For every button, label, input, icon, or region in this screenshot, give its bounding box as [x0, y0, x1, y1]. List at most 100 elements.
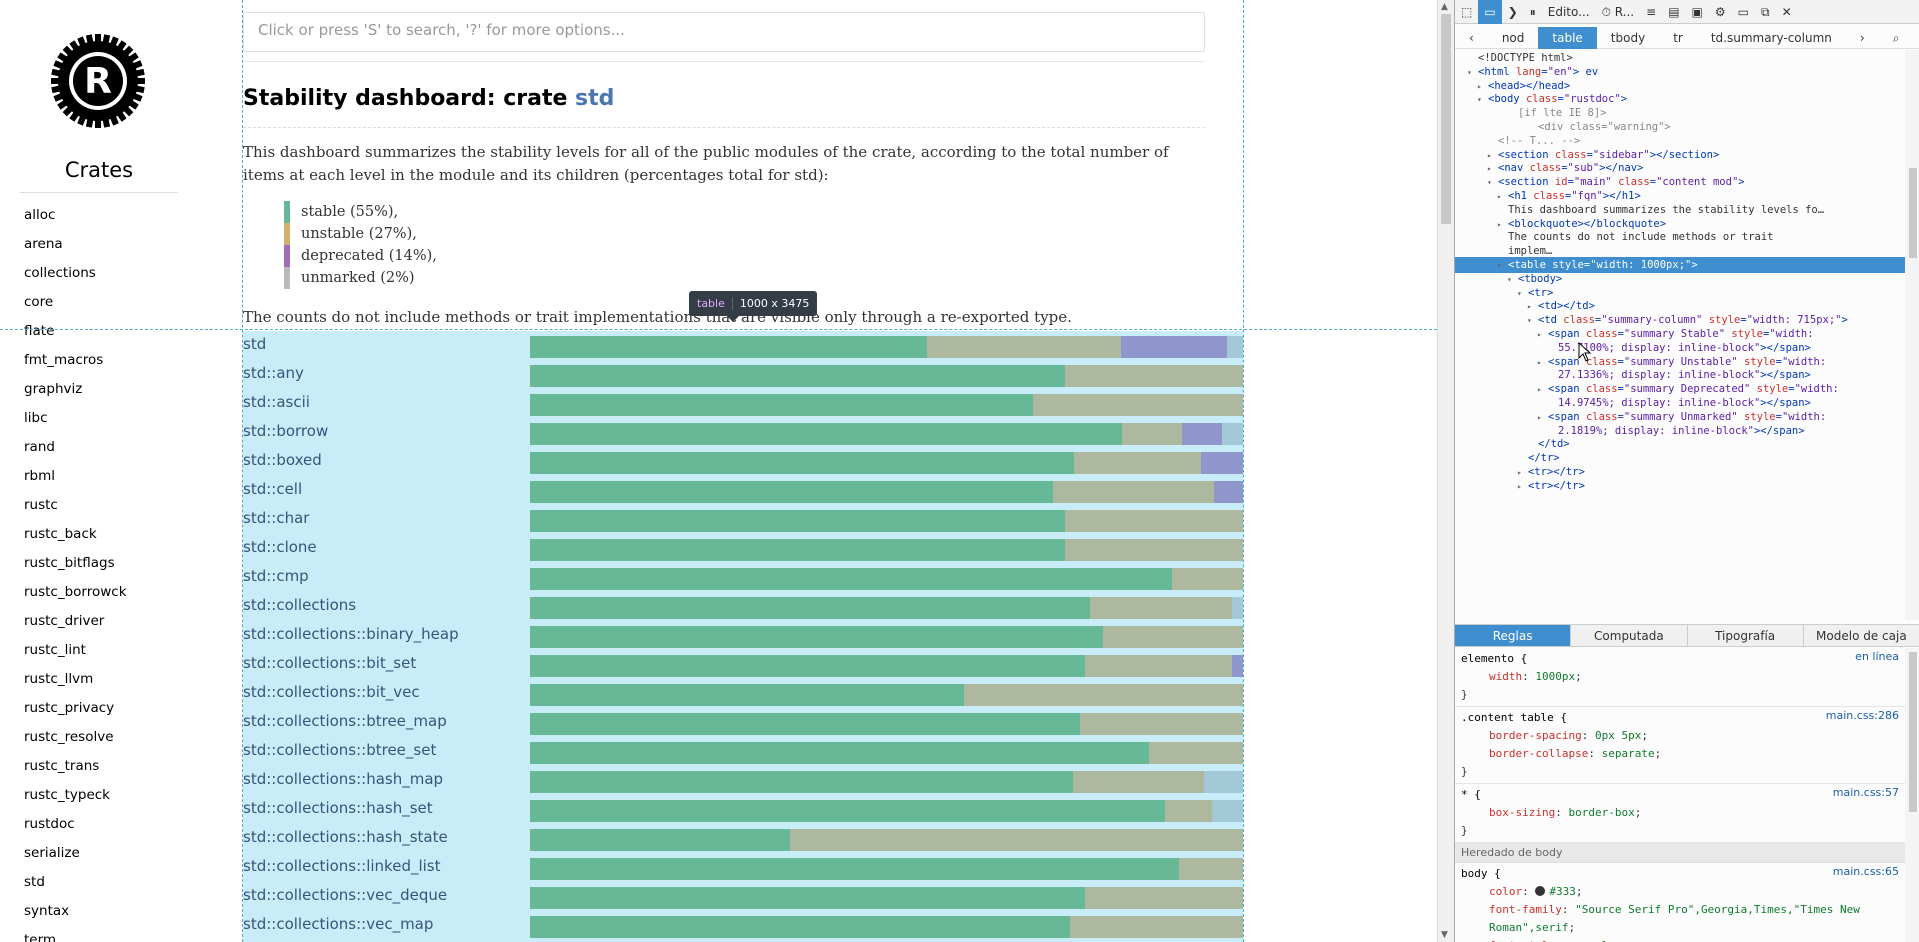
expanded-twisty-icon[interactable]: ▾ [1527, 316, 1532, 326]
markup-node[interactable]: ▸ <span class="summary Deprecated" style=… [1455, 381, 1905, 397]
split-icon[interactable]: ⧉ [1755, 0, 1776, 24]
collapsed-twisty-icon[interactable]: ▸ [1537, 385, 1542, 395]
module-link[interactable]: std::cmp [243, 567, 309, 585]
markup-node[interactable]: 14.9745%; display: inline-block"></span> [1558, 397, 1811, 409]
console-icon[interactable]: ❯ [1502, 0, 1524, 24]
rule-source-link[interactable]: main.css:57 [1832, 786, 1899, 799]
module-link[interactable]: std::collections::btree_map [243, 712, 447, 730]
rule-selector[interactable]: body { [1461, 867, 1501, 880]
crate-link-rustc[interactable]: rustc [24, 497, 58, 513]
rules-scrollbar[interactable] [1905, 648, 1919, 942]
module-link[interactable]: std::ascii [243, 393, 310, 411]
crate-link-graphviz[interactable]: graphviz [24, 381, 83, 397]
close-icon[interactable]: ✕ [1776, 0, 1798, 24]
collapsed-twisty-icon[interactable]: ▸ [1517, 481, 1522, 491]
module-link[interactable]: std [243, 335, 267, 353]
crate-link-alloc[interactable]: alloc [24, 207, 56, 223]
markup-node[interactable]: ▸ <tr></tr> [1455, 464, 1905, 480]
rule-selector[interactable]: * { [1461, 788, 1481, 801]
scrollbar-thumb[interactable] [1441, 14, 1451, 224]
tab-computada[interactable]: Computada [1571, 625, 1688, 646]
crate-link-libc[interactable]: libc [24, 410, 48, 426]
collapsed-twisty-icon[interactable]: ▸ [1477, 81, 1482, 91]
crate-link-core[interactable]: core [24, 294, 54, 310]
expanded-twisty-icon[interactable]: ▾ [1487, 178, 1492, 188]
debugger-icon[interactable]: ⏸ [1524, 0, 1542, 24]
crate-link-term[interactable]: term [24, 932, 57, 942]
crate-link-rustc_typeck[interactable]: rustc_typeck [24, 787, 111, 803]
markup-node[interactable]: ▸ <nav class="sub"></nav> [1455, 160, 1905, 176]
crate-link-rustc_back[interactable]: rustc_back [24, 526, 97, 542]
module-link[interactable]: std::collections::linked_list [243, 857, 441, 875]
tab-modelo-de-caja[interactable]: Modelo de caja [1804, 625, 1919, 646]
rule-source-link[interactable]: main.css:65 [1832, 865, 1899, 878]
module-link[interactable]: std::collections::hash_set [243, 799, 433, 817]
color-swatch-icon[interactable] [1535, 886, 1546, 896]
module-link[interactable]: std::collections::binary_heap [243, 625, 459, 643]
rule-source-link[interactable]: en línea [1855, 650, 1899, 663]
module-link[interactable]: std::char [243, 509, 310, 527]
breadcrumb-item[interactable]: table [1538, 26, 1597, 49]
markup-node[interactable]: ▸ <td></td> [1455, 298, 1905, 314]
crate-link-std[interactable]: std [24, 874, 45, 890]
markup-node[interactable]: ▸ <tr></tr> [1455, 478, 1905, 494]
scroll-up-icon[interactable]: ▲ [1441, 2, 1448, 12]
collapsed-twisty-icon[interactable]: ▸ [1497, 219, 1502, 229]
scroll-down-icon[interactable]: ▼ [1441, 930, 1448, 940]
module-link[interactable]: std::collections::btree_set [243, 741, 437, 759]
rule-source-link[interactable]: main.css:286 [1825, 709, 1899, 722]
css-declaration[interactable]: width: 1000px; [1489, 670, 1582, 683]
css-declaration[interactable]: font-family: "Source Serif Pro",Georgia,… [1489, 903, 1860, 934]
markup-node[interactable]: 2.1819%; display: inline-block"></span> [1558, 424, 1805, 437]
markup-node[interactable]: This dashboard summarizes the stability … [1508, 203, 1825, 216]
module-link[interactable]: std::collections [243, 596, 357, 614]
module-link[interactable]: std::clone [243, 538, 317, 556]
crate-link-collections[interactable]: collections [24, 265, 96, 281]
markup-node[interactable]: ▾ <td class="summary-column" style="width… [1455, 312, 1905, 328]
collapsed-twisty-icon[interactable]: ▸ [1487, 150, 1492, 160]
module-link[interactable]: std::collections::vec_deque [243, 886, 448, 904]
breadcrumb-forward-icon[interactable]: › [1859, 30, 1865, 45]
collapsed-twisty-icon[interactable]: ▸ [1517, 468, 1522, 477]
markup-node[interactable]: </tr> [1528, 452, 1560, 465]
collapsed-twisty-icon[interactable]: ▸ [1537, 357, 1542, 367]
markup-node[interactable]: ▾ <html lang="en"> ev [1455, 64, 1905, 80]
crate-link-rbml[interactable]: rbml [24, 468, 56, 484]
module-link[interactable]: std::collections::bit_set [243, 654, 417, 672]
crate-link-rustdoc[interactable]: rustdoc [24, 816, 75, 832]
markup-node[interactable]: ▸ <h1 class="fqn"></h1> [1455, 188, 1905, 204]
search-input[interactable]: Click or press 'S' to search, '?' for mo… [243, 12, 1205, 52]
markup-node[interactable]: ▾ <tr> [1455, 285, 1905, 301]
crate-link-rustc_resolve[interactable]: rustc_resolve [24, 729, 114, 745]
css-declaration[interactable]: border-spacing: 0px 5px; [1489, 729, 1648, 742]
title-crate-link[interactable]: std [575, 86, 615, 111]
crate-link-rustc_llvm[interactable]: rustc_llvm [24, 671, 94, 687]
expanded-twisty-icon[interactable]: ▾ [1517, 288, 1522, 298]
markup-scrollbar[interactable] [1905, 50, 1919, 620]
markup-node[interactable]: implem… [1508, 245, 1553, 258]
css-declaration[interactable]: font-style: normal; [1461, 937, 1899, 942]
markup-node[interactable]: <div class="warning"> [1538, 121, 1671, 133]
responsive-mode-icon[interactable]: ▭ [1478, 0, 1502, 24]
page-scrollbar[interactable]: ▲ ▼ [1437, 0, 1454, 942]
crate-link-rustc_borrowck[interactable]: rustc_borrowck [24, 584, 127, 600]
module-link[interactable]: std::cell [243, 480, 303, 498]
breadcrumb-item[interactable]: tbody [1610, 30, 1646, 45]
scrollbar-thumb[interactable] [1909, 168, 1917, 258]
expanded-twisty-icon[interactable]: ▾ [1507, 274, 1512, 284]
markup-node[interactable]: ▸ <span class="summary Stable" style="wid… [1455, 326, 1905, 342]
rule-selector[interactable]: elemento { [1461, 652, 1528, 665]
search-icon[interactable]: ⌕ [1892, 30, 1900, 45]
markup-node[interactable]: ▸ <section class="sidebar"></section> [1455, 147, 1905, 163]
crate-link-rustc_privacy[interactable]: rustc_privacy [24, 700, 115, 716]
rule-selector[interactable]: .content table { [1461, 711, 1567, 724]
breadcrumb-item[interactable]: td.summary-column [1710, 30, 1832, 45]
breadcrumb-item[interactable]: nod [1501, 30, 1525, 45]
collapsed-twisty-icon[interactable]: ▸ [1537, 412, 1542, 422]
markup-node[interactable]: The counts do not include methods or tra… [1508, 231, 1774, 244]
markup-node[interactable]: ▸ <head></head> [1455, 78, 1905, 94]
css-declaration[interactable]: box-sizing: border-box; [1489, 806, 1642, 819]
module-link[interactable]: std::collections::hash_map [243, 770, 444, 788]
crate-link-rustc_trans[interactable]: rustc_trans [24, 758, 100, 774]
module-link[interactable]: std::borrow [243, 422, 329, 440]
